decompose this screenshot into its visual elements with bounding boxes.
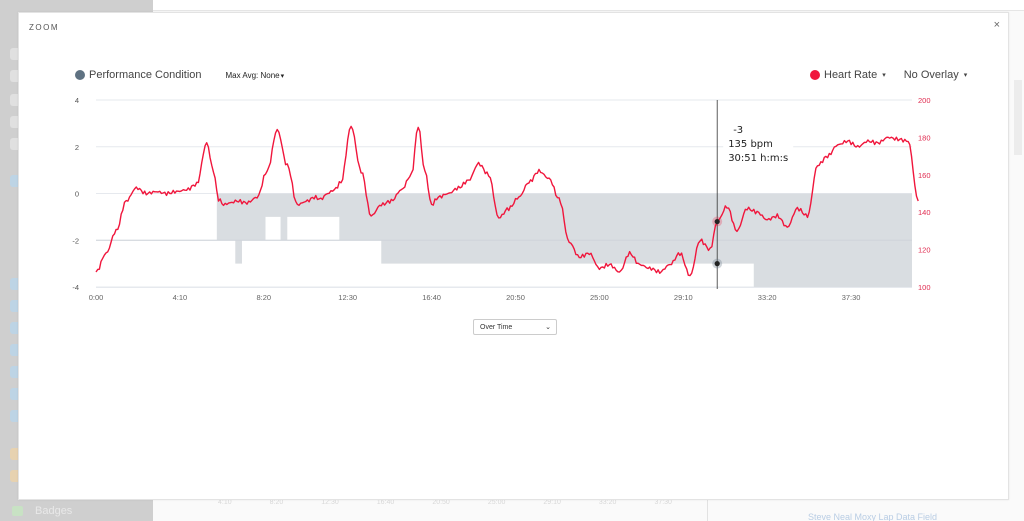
tooltip-background (723, 121, 794, 165)
background-top-bar (153, 0, 1024, 11)
nav-badges-label: Badges (35, 505, 73, 517)
caret-down-icon: ▾ (963, 72, 968, 79)
background-axis-tick: 37:30 (654, 499, 672, 506)
view-mode-value: Over Time (480, 323, 513, 331)
right-axis-tick: 160 (918, 171, 931, 180)
background-axis-tick: 25:00 (487, 499, 506, 506)
performance-marker (714, 261, 720, 267)
background-axis-tick: 20:50 (432, 499, 450, 506)
left-legend: Performance Condition Max Avg: None▾ (75, 69, 284, 81)
x-axis-tick: 20:50 (506, 293, 525, 302)
tooltip-performance: -3 (733, 125, 743, 136)
x-axis-tick: 25:00 (590, 293, 609, 302)
x-axis-tick: 0:00 (89, 293, 104, 302)
left-axis-tick: -4 (72, 283, 79, 292)
background-axis-tick: 8:20 (269, 499, 284, 506)
heart-rate-marker (714, 218, 720, 225)
tooltip-heart-rate: 135 bpm (728, 139, 773, 150)
right-axis-tick: 200 (918, 96, 931, 105)
right-axis-tick: 100 (918, 283, 931, 292)
overlay-dropdown[interactable]: No Overlay ▾ (904, 69, 968, 81)
heart-rate-line (95, 125, 919, 277)
x-axis-tick: 33:20 (758, 293, 777, 302)
caret-down-icon: ▾ (280, 72, 285, 80)
nav-badges[interactable]: Badges (12, 505, 72, 517)
scrollbar-thumb[interactable] (1014, 80, 1022, 155)
zoom-chart[interactable]: 4 2 0 -2 -4 200 180 160 140 120 100 0:00 4:10 8:20 12:… (19, 13, 1010, 313)
view-mode-select[interactable]: Over Time ⌄ (473, 319, 557, 335)
heart-rate-dropdown[interactable]: Heart Rate ▾ (810, 69, 886, 81)
right-legend: Heart Rate ▾ No Overlay ▾ (810, 69, 967, 81)
background-axis-tick: 4:10 (218, 499, 232, 506)
background-chart-axis: 4:10 8:20 12:30 16:40 20:50 25:00 29:10 33:20 37… (183, 499, 708, 521)
left-axis-tick: -2 (72, 236, 79, 245)
left-axis-tick: 0 (75, 190, 79, 199)
caret-down-icon: ▾ (882, 72, 886, 79)
x-axis-tick: 29:10 (674, 293, 693, 302)
x-axis-tick: 4:10 (173, 293, 188, 302)
modal-title: ZOOM (29, 23, 59, 32)
crosshair-tooltip: -3 135 bpm 30:51 h:m:s (723, 121, 794, 165)
max-avg-dropdown[interactable]: Max Avg: None▾ (226, 71, 285, 80)
background-axis-tick: 12:30 (321, 499, 339, 506)
max-avg-label: Max Avg: None (225, 70, 280, 80)
x-axis-tick: 16:40 (422, 293, 441, 302)
close-icon[interactable]: × (993, 19, 1000, 31)
background-scrollbar[interactable] (1014, 30, 1022, 480)
left-axis-tick: 2 (75, 143, 79, 152)
x-axis-tick: 37:30 (842, 293, 861, 302)
chevron-down-icon: ⌄ (545, 324, 551, 331)
x-axis-tick: 12:30 (338, 293, 357, 302)
right-axis-tick: 180 (918, 133, 931, 142)
performance-condition-label: Performance Condition (89, 69, 202, 81)
heart-rate-label: Heart Rate (824, 69, 878, 81)
left-axis-tick: 4 (75, 96, 79, 105)
background-axis-tick: 29:10 (543, 499, 561, 506)
x-axis-tick: 8:20 (256, 293, 271, 302)
background-axis-tick: 33:20 (598, 499, 617, 506)
performance-condition-dot-icon (75, 70, 85, 80)
right-axis-tick: 140 (918, 208, 931, 217)
right-axis-tick: 120 (918, 246, 931, 255)
background-axis-tick: 16:40 (376, 499, 395, 506)
zoom-modal: ZOOM × Performance Condition Max Avg: No… (18, 12, 1009, 500)
overlay-label: No Overlay (903, 69, 959, 81)
background-data-field-link[interactable]: Steve Neal Moxy Lap Data Field (808, 512, 938, 521)
badge-icon (12, 506, 23, 516)
heart-rate-dot-icon (810, 70, 820, 80)
performance-condition-selector[interactable]: Performance Condition (75, 69, 202, 81)
tooltip-time: 30:51 h:m:s (728, 153, 788, 164)
